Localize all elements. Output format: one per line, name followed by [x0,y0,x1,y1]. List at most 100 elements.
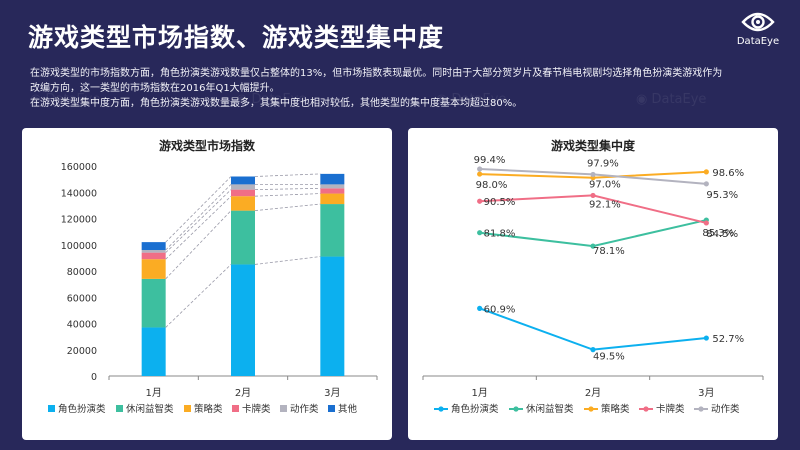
data-label-策略类: 97.0% [589,180,621,191]
data-label-休闲益智类: 78.1% [593,246,625,257]
bar-segment-动作类 [320,184,345,189]
data-label-卡牌类: 84.5% [706,229,738,240]
legend-label: 卡牌类 [242,403,271,415]
legend-label: 卡牌类 [656,403,685,415]
legend-marker [438,406,444,412]
connector-line [254,193,321,197]
data-label-卡牌类: 92.1% [589,199,621,210]
data-label-动作类: 99.4% [474,155,506,166]
watermark-text: ◉ DataEye [30,92,101,107]
bar-segment-其他 [231,176,255,185]
legend-marker [643,406,649,412]
data-label-角色扮演类: 52.7% [712,334,744,345]
bar-segment-休闲益智类 [320,204,345,257]
legend-swatch [328,405,335,412]
legend-label: 休闲益智类 [126,403,174,415]
data-label-卡牌类: 90.5% [484,197,516,208]
page-title: 游戏类型市场指数、游戏类型集中度 [28,23,445,52]
bar-segment-动作类 [231,184,255,190]
description-paragraph-1: 在游戏类型的市场指数方面，角色扮演类游戏数量仅占整体的13%，但市场指数表现最优… [30,68,723,94]
data-point-策略类 [703,169,709,175]
connector-line [165,210,232,280]
data-label-策略类: 98.0% [476,180,508,191]
legend-swatch [184,405,191,412]
dataeye-logo: DataEye [728,10,788,58]
bar-segment-角色扮演类 [320,256,345,376]
data-label-动作类: 95.3% [706,190,738,201]
data-point-策略类 [477,171,483,177]
data-label-角色扮演类: 49.5% [593,352,625,363]
x-tick-label: 2月 [235,387,251,399]
watermark-text: ◉ DataEye [636,92,707,107]
bar-segment-卡牌类 [231,189,255,197]
legend-label: 休闲益智类 [526,403,574,415]
legend-swatch [232,405,239,412]
legend-swatch [280,405,287,412]
legend-marker [588,406,594,412]
data-point-动作类 [703,181,709,187]
eye-logo-icon [741,12,775,32]
x-tick-label: 3月 [698,387,714,399]
legend-swatch [116,405,123,412]
data-label-休闲益智类: 85.3% [702,228,734,239]
bar-segment-角色扮演类 [231,264,255,376]
connector-line [254,203,321,212]
data-label-休闲益智类: 81.8% [484,229,516,240]
legend-label: 策略类 [194,403,223,415]
data-label-策略类: 98.6% [712,168,744,179]
connector-line [254,256,321,265]
x-tick-label: 2月 [585,387,601,399]
connector-line [165,176,232,243]
market-index-chart-panel: 游戏类型市场指数 0 20000 40000 60000 80000 100000 12000… [22,128,392,440]
y-tick-label: 20000 [67,346,97,357]
y-tick-label: 100000 [61,241,97,252]
y-tick-label: 80000 [67,267,97,278]
bar-segment-其他 [320,173,345,185]
logo-text: DataEye [736,36,780,47]
y-tick-label: 40000 [67,320,97,331]
data-point-角色扮演类 [477,305,483,311]
connector-line [254,173,321,177]
data-point-动作类 [477,166,483,172]
connector-line [165,189,232,253]
connector-line [254,187,321,191]
data-point-卡牌类 [590,192,596,199]
bar-segment-卡牌类 [141,252,166,260]
data-label-角色扮演类: 60.9% [484,304,516,315]
x-tick-label: 1月 [471,387,487,399]
y-tick-label: 0 [91,372,97,383]
bar-segment-休闲益智类 [231,210,255,265]
y-tick-label: 120000 [61,215,97,226]
data-point-休闲益智类 [590,243,596,249]
data-point-休闲益智类 [477,230,483,236]
x-tick-label: 3月 [324,387,340,399]
legend-label: 动作类 [290,403,319,415]
y-tick-label: 60000 [67,293,97,304]
bar-segment-其他 [141,242,166,250]
description: 在游戏类型的市场指数方面，角色扮演类游戏数量仅占整体的13%，但市场指数表现最优… [30,66,730,111]
y-tick-label: 140000 [61,188,97,199]
legend-label: 策略类 [601,403,630,415]
data-label-动作类: 97.9% [587,158,619,169]
bar-segment-角色扮演类 [141,327,166,376]
bar-segment-动作类 [141,250,166,253]
connector-line [165,195,232,260]
bar-segment-策略类 [141,259,166,279]
legend-label: 角色扮演类 [451,403,499,415]
data-point-角色扮演类 [590,347,596,353]
legend-marker [698,406,704,412]
connector-line [165,184,232,251]
legend-label: 其他 [338,403,358,415]
data-point-卡牌类 [703,220,709,226]
data-point-卡牌类 [477,198,483,204]
connector-line [165,264,232,328]
legend-label: 角色扮演类 [58,403,106,415]
market-index-chart: 游戏类型市场指数 0 20000 40000 60000 80000 100000 12000… [48,138,378,415]
data-point-动作类 [590,171,596,178]
watermark-text: ◉ DataEye [236,92,307,107]
bar-segment-休闲益智类 [141,278,166,328]
legend-label: 动作类 [711,403,740,415]
data-point-角色扮演类 [703,335,709,341]
legend-swatch [48,405,55,412]
bar-segment-策略类 [320,193,345,205]
